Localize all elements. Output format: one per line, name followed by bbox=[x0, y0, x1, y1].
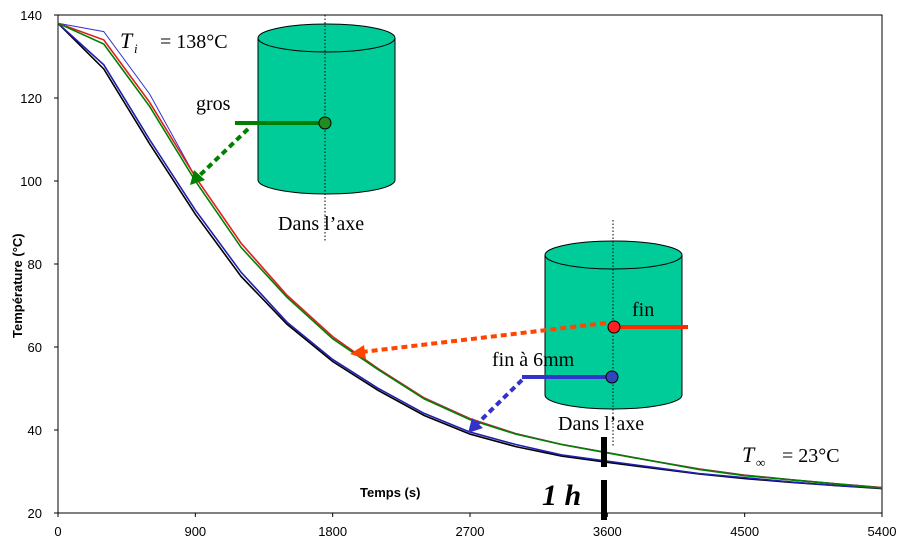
label-hour: 1 h bbox=[542, 479, 581, 512]
y-tick-label: 120 bbox=[20, 91, 42, 106]
y-tick-label: 80 bbox=[28, 257, 42, 272]
y-tick-label: 60 bbox=[28, 340, 42, 355]
label-axe: Dans l’axe bbox=[278, 213, 364, 235]
x-tick-label: 2700 bbox=[456, 524, 485, 539]
series-line bbox=[57, 22, 883, 488]
ti-value: = 138°C bbox=[160, 31, 228, 53]
label-fin6: fin à 6mm bbox=[492, 349, 575, 371]
label-fin: fin bbox=[632, 299, 654, 321]
y-tick-label: 40 bbox=[28, 423, 42, 438]
tinf-symbol: T bbox=[742, 442, 756, 467]
y-axis-title: Température (°C) bbox=[10, 233, 25, 338]
curves bbox=[57, 22, 883, 490]
label-axe: Dans l’axe bbox=[558, 413, 644, 435]
plot-frame bbox=[57, 14, 883, 514]
ti-sub: i bbox=[134, 41, 138, 56]
series-line bbox=[57, 22, 883, 489]
cylinder-small bbox=[350, 220, 688, 447]
ti-symbol: T bbox=[120, 28, 134, 53]
x-axis-title: Temps (s) bbox=[360, 485, 420, 500]
cylinder-large bbox=[190, 15, 396, 242]
x-tick-label: 3600 bbox=[593, 524, 622, 539]
y-tick-label: 20 bbox=[28, 506, 42, 521]
x-tick-label: 900 bbox=[184, 524, 206, 539]
series-line bbox=[57, 22, 883, 490]
x-tick-label: 1800 bbox=[318, 524, 347, 539]
tinf-sub: ∞ bbox=[756, 455, 765, 470]
x-tick-label: 4500 bbox=[730, 524, 759, 539]
label-gros: gros bbox=[196, 93, 231, 115]
x-tick-label: 0 bbox=[54, 524, 61, 539]
tinf-value: = 23°C bbox=[782, 445, 840, 467]
y-tick-label: 140 bbox=[20, 8, 42, 23]
x-tick-label: 5400 bbox=[868, 524, 897, 539]
y-tick-label: 100 bbox=[20, 174, 42, 189]
